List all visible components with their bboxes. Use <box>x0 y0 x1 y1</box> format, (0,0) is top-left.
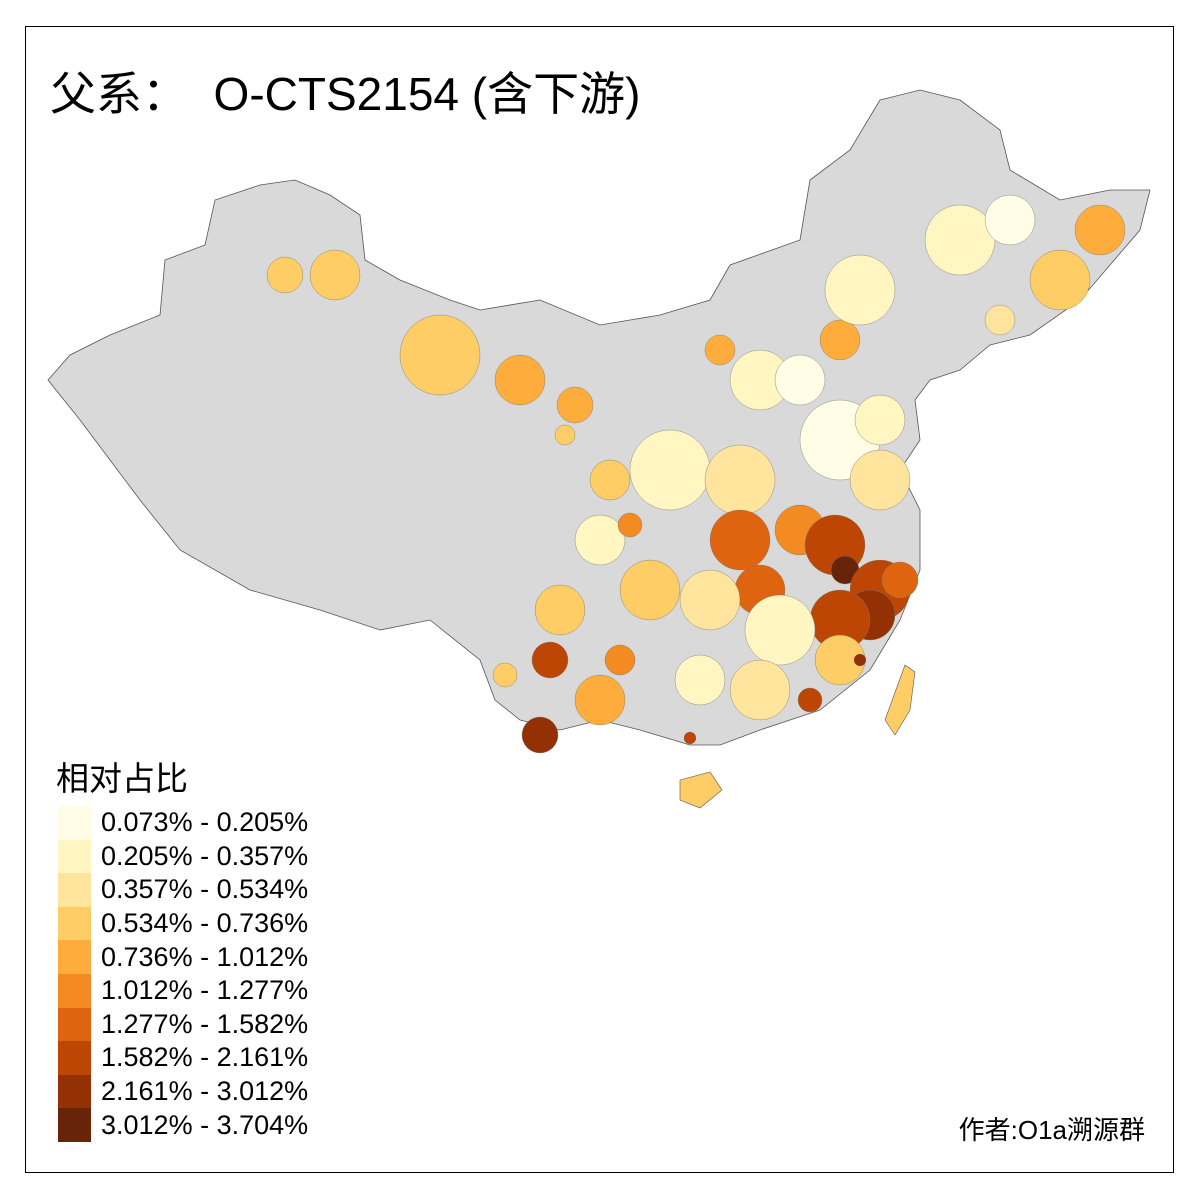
region-fill <box>574 674 626 726</box>
legend-swatch <box>58 873 91 907</box>
legend-item: 2.161% - 3.012% <box>58 1074 309 1109</box>
region-fill <box>492 662 518 688</box>
map-title: 父系： O-CTS2154 (含下游) <box>50 68 641 120</box>
legend-label: 0.073% - 0.205% <box>101 807 309 838</box>
region-fill <box>704 444 776 516</box>
legend-item: 1.012% - 1.277% <box>58 973 309 1008</box>
legend-swatch <box>58 906 91 941</box>
legend-label: 0.736% - 1.012% <box>101 941 309 972</box>
legend-label: 0.357% - 0.534% <box>101 874 309 905</box>
region-fill <box>854 394 906 446</box>
region-fill <box>774 354 826 406</box>
region-fill <box>309 249 361 301</box>
region-fill <box>819 319 861 361</box>
region-fill <box>853 653 867 667</box>
legend-title: 相对占比 <box>56 760 188 797</box>
region-fill <box>604 644 636 676</box>
region-fill <box>556 386 594 424</box>
legend-swatch <box>58 839 91 874</box>
region-fill <box>629 429 711 511</box>
legend-swatch <box>58 1074 91 1109</box>
legend-item: 3.012% - 3.704% <box>58 1108 308 1142</box>
region-fill <box>1074 204 1126 256</box>
legend-swatch <box>58 1108 91 1142</box>
region-fill <box>619 559 681 621</box>
region-fill <box>617 512 643 538</box>
region-fill <box>674 654 726 706</box>
legend-label: 3.012% - 3.704% <box>101 1109 309 1140</box>
legend-item: 1.582% - 2.161% <box>58 1041 308 1075</box>
legend-label: 1.277% - 1.582% <box>101 1008 309 1039</box>
legend-item: 1.277% - 1.582% <box>58 1007 309 1042</box>
map-frame <box>25 26 1174 1173</box>
legend-item: 0.736% - 1.012% <box>58 940 308 974</box>
region-fill <box>554 424 576 446</box>
legend-item: 0.534% - 0.736% <box>58 906 309 941</box>
region-fill <box>534 584 586 636</box>
region-fill <box>744 594 816 666</box>
region-fill <box>679 569 741 631</box>
taiwan <box>884 664 916 736</box>
region-fill <box>531 641 569 679</box>
legend-swatch <box>58 806 91 840</box>
region-fill <box>824 254 896 326</box>
region-fill <box>797 687 823 713</box>
region-fills <box>266 194 1126 754</box>
legend-label: 1.012% - 1.277% <box>101 975 309 1006</box>
legend-item: 0.205% - 0.357% <box>58 839 309 874</box>
region-fill <box>1029 249 1091 311</box>
legend-item: 0.357% - 0.534% <box>58 873 308 907</box>
author-credit: 作者:O1a溯源群 <box>958 1115 1145 1145</box>
region-fill <box>924 204 996 276</box>
region-fill <box>984 194 1036 246</box>
legend-swatch <box>58 940 91 974</box>
legend: 0.073% - 0.205% 0.205% - 0.357% 0.357% -… <box>58 806 308 1142</box>
region-fill <box>399 314 481 396</box>
legend-swatch <box>58 1007 91 1042</box>
legend-label: 0.534% - 0.736% <box>101 908 309 939</box>
region-fill <box>849 449 911 511</box>
legend-swatch <box>58 1041 91 1075</box>
region-fill <box>683 731 697 745</box>
region-fill <box>521 716 559 754</box>
region-fill <box>704 334 736 366</box>
china-landmass <box>47 89 1151 746</box>
region-fill <box>574 514 626 566</box>
region-fill <box>729 659 791 721</box>
region-fill <box>709 509 771 571</box>
legend-label: 2.161% - 3.012% <box>101 1076 309 1107</box>
legend-item: 0.073% - 0.205% <box>58 806 308 840</box>
region-fill <box>494 354 546 406</box>
region-fill <box>589 459 631 501</box>
region-fill <box>266 256 304 294</box>
region-fill <box>984 304 1016 336</box>
hainan <box>679 771 723 809</box>
legend-label: 1.582% - 2.161% <box>101 1042 309 1073</box>
legend-label: 0.205% - 0.357% <box>101 840 309 871</box>
legend-swatch <box>58 973 91 1008</box>
region-fill <box>881 561 919 599</box>
